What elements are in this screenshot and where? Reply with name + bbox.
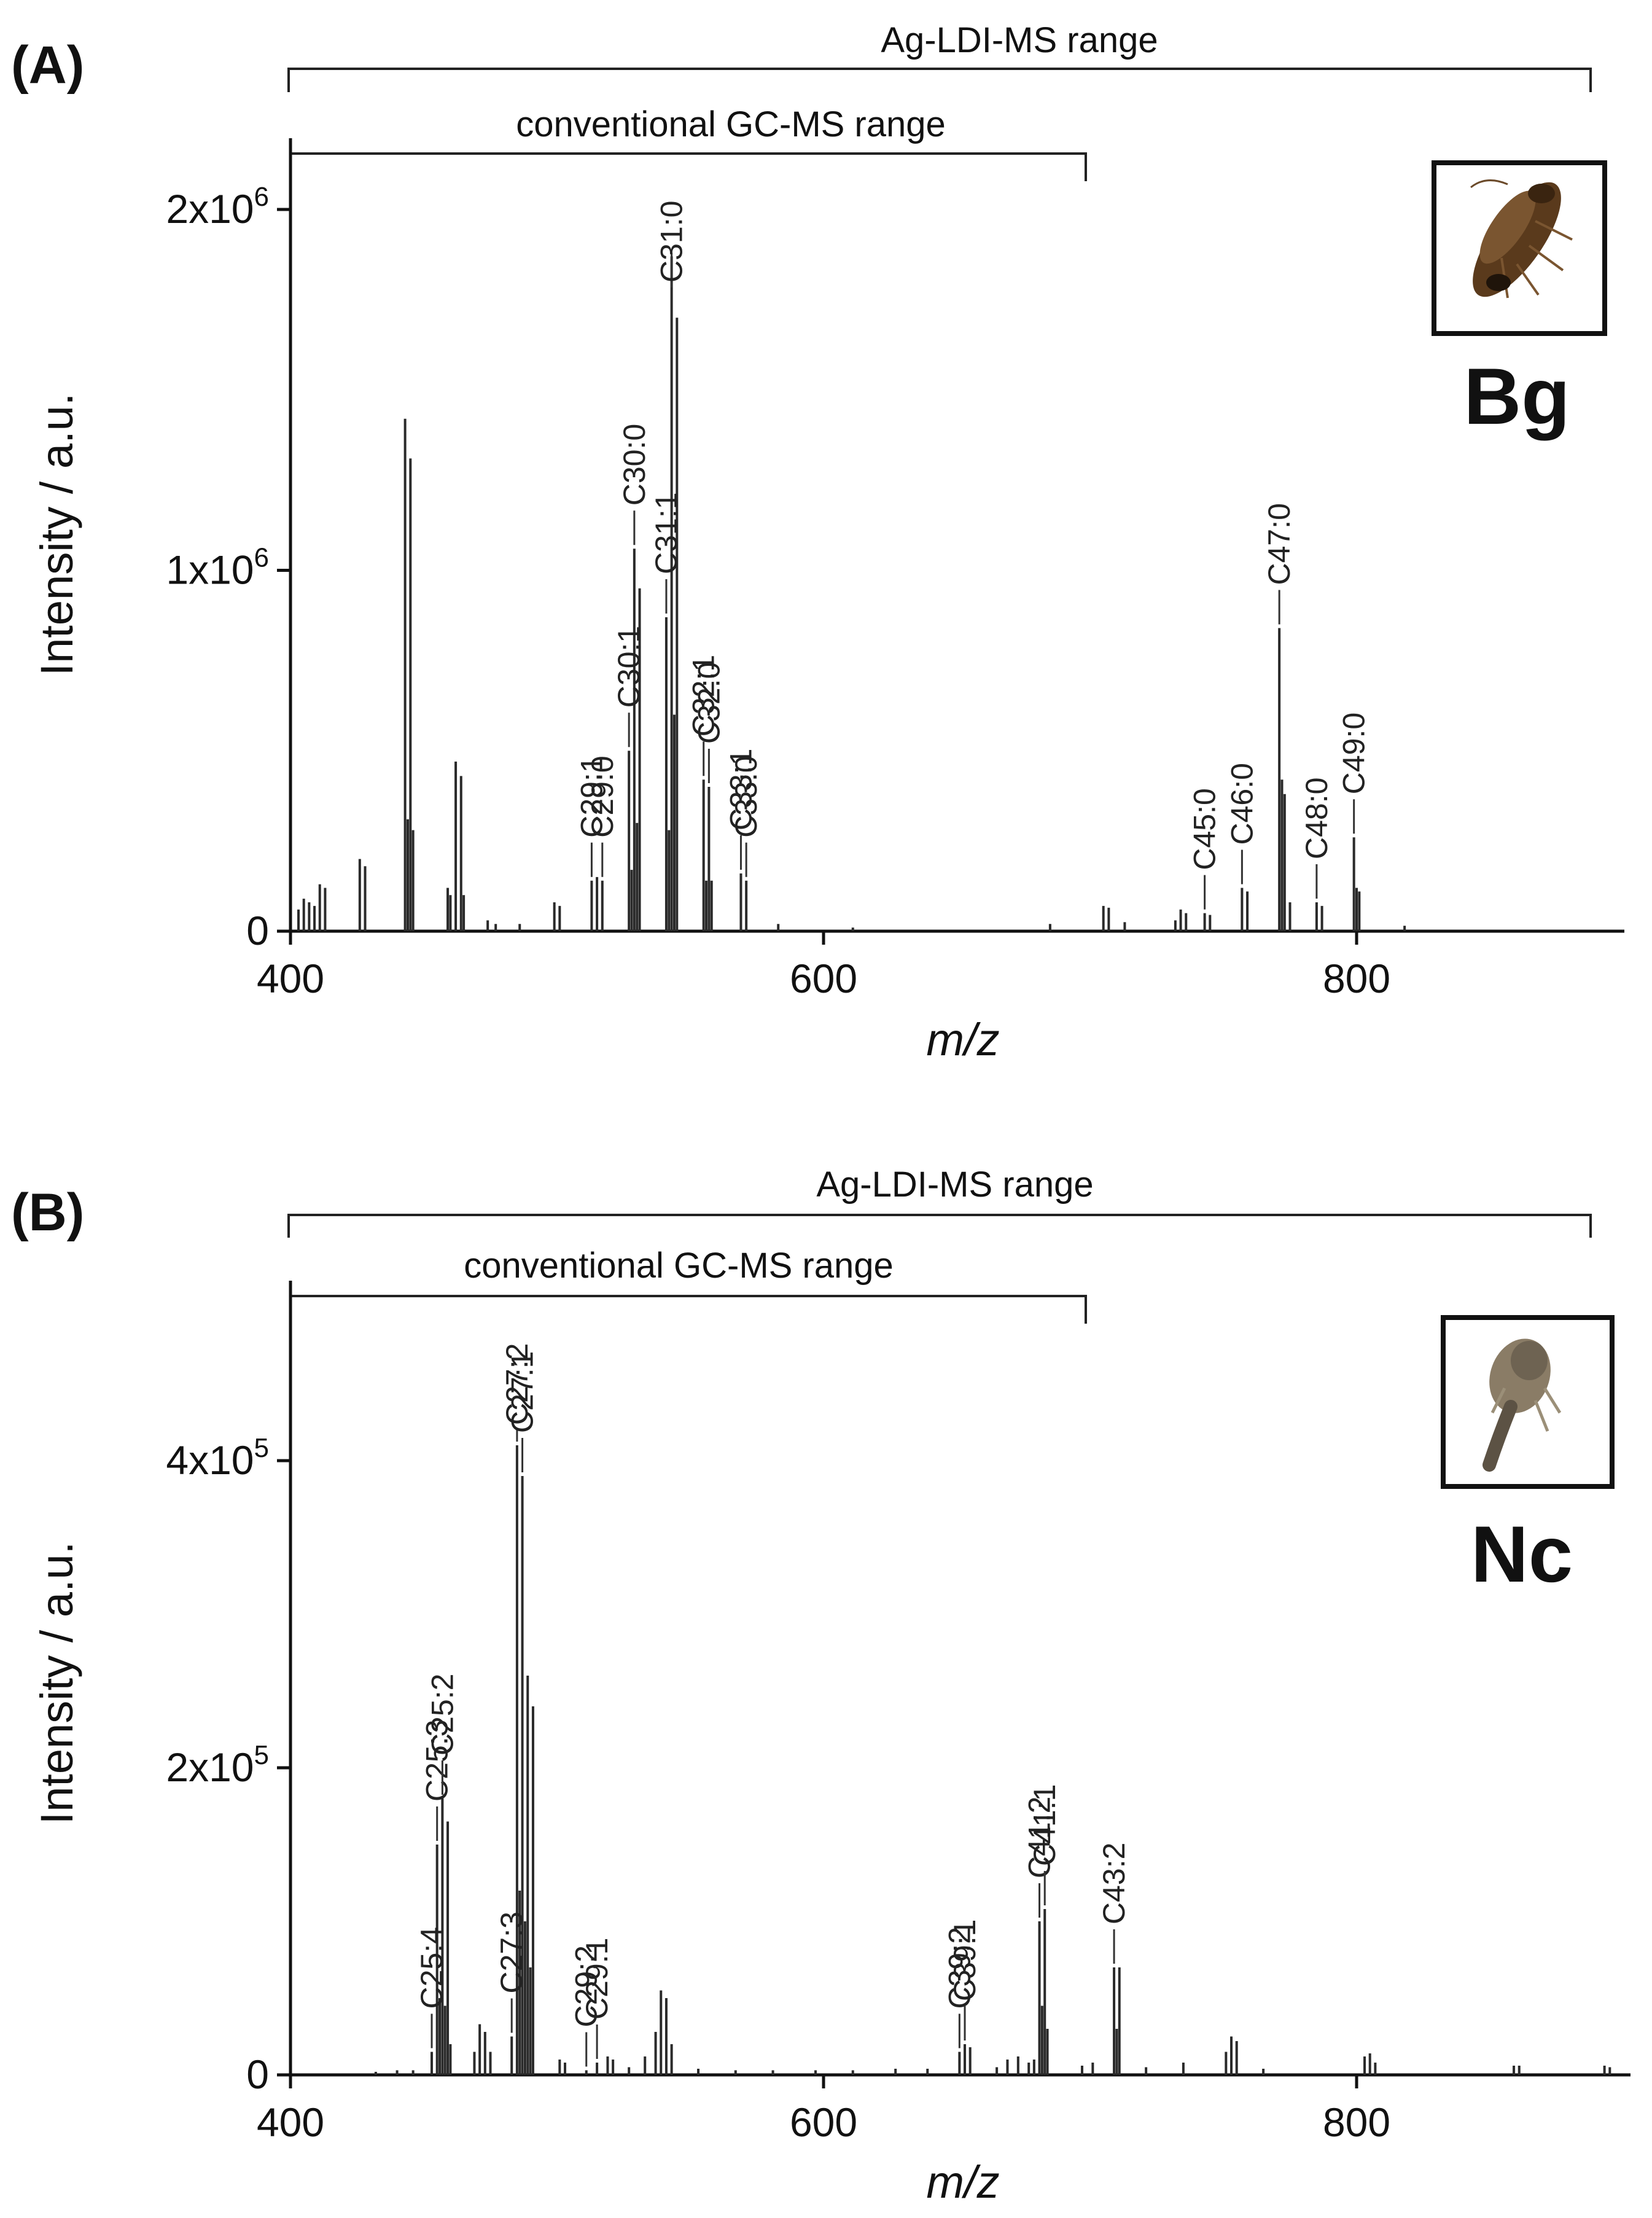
panel-a-x-axis-label: m/z <box>926 1014 999 1065</box>
cockroach-image <box>1470 179 1573 299</box>
panel-b-annotation-1: C25:3 <box>420 1720 454 1802</box>
panel-a-annotation-13: C48:0 <box>1299 778 1334 859</box>
panel-b-y-ticks: 0 2x105 4x105 <box>166 1433 290 2097</box>
panel-b-label: (B) <box>11 1183 84 1242</box>
panel-b-annotation-10: C41:2 <box>1023 1797 1057 1878</box>
panel-b-ag-ldi-range-bracket <box>287 1214 1592 1238</box>
panel-b-annotation-2: C25:2 <box>425 1674 459 1755</box>
panel-b-peaks <box>374 1445 1611 2075</box>
panel-a-annotation-8: C33:1 <box>723 749 758 830</box>
panel-a-gc-ms-range-label: conventional GC-MS range <box>516 104 946 144</box>
panel-a-annotation-11: C46:0 <box>1225 763 1259 845</box>
panel-b-x-ticks: 400 600 800 <box>257 2075 1390 2145</box>
panel-a-annotation-9: C33:0 <box>729 756 763 837</box>
panel-b-annotation-12: C43:2 <box>1097 1843 1131 1924</box>
panel-b-species-label: Nc <box>1471 1509 1573 1599</box>
panel-a-ag-ldi-range-bracket <box>287 68 1592 92</box>
panel-b-annotation-0: C25:4 <box>415 1927 449 2009</box>
panel-b-annotation-3: C27:3 <box>494 1911 529 1993</box>
panel-a-x-ticks: 400 600 800 <box>257 931 1390 1001</box>
panel-b-annotation-9: C39:1 <box>948 1919 982 2001</box>
panel-b-y-tick-label-0: 0 <box>246 2052 269 2097</box>
panel-a-annotation-2: C30:1 <box>612 626 646 708</box>
panel-b-y-tick-label-1: 2x105 <box>166 1740 269 1790</box>
panel-b-gc-ms-range-bracket <box>292 1295 1087 1324</box>
panel-b-annotation-4: C27:2 <box>500 1343 534 1425</box>
panel-a-annotation-4: C31:1 <box>649 492 684 574</box>
panel-a: (A) Ag-LDI-MS range conventional GC-MS r… <box>11 20 1624 1065</box>
panel-b-annotation-7: C29:1 <box>580 1938 614 2020</box>
panel-a-annotation-14: C49:0 <box>1337 713 1371 794</box>
panel-a-y-ticks: 0 1x106 2x106 <box>166 182 290 953</box>
panel-a-gc-ms-range-bracket <box>292 152 1087 181</box>
panel-b-ag-ldi-range-label: Ag-LDI-MS range <box>816 1165 1093 1205</box>
panel-a-x-tick-label-0: 400 <box>257 956 324 1001</box>
panel-a-annotation-6: C32:1 <box>687 655 721 736</box>
panel-a-annotation-5: C31:0 <box>655 201 689 283</box>
panel-b-x-tick-label-1: 600 <box>790 2099 857 2145</box>
panel-a-annotation-10: C45:0 <box>1188 788 1222 870</box>
panel-a-ag-ldi-range-label: Ag-LDI-MS range <box>881 20 1158 60</box>
panel-a-peaks <box>297 256 1406 931</box>
panel-a-label: (A) <box>11 36 84 95</box>
panel-a-y-tick-label-0: 0 <box>246 908 269 953</box>
panel-b-annotation-8: C39:2 <box>942 1927 976 2009</box>
panel-a-y-tick-label-1: 1x106 <box>166 543 269 593</box>
panel-b-annotation-5: C27:1 <box>505 1351 540 1433</box>
panel-a-x-tick-label-1: 600 <box>790 956 857 1001</box>
panel-b: (B) Ag-LDI-MS range conventional GC-MS r… <box>11 1165 1631 2208</box>
panel-a-annotation-7: C32:0 <box>692 662 726 744</box>
panel-a-y-tick-label-2: 2x106 <box>166 182 269 232</box>
panel-a-species-label: Bg <box>1463 351 1570 441</box>
panel-a-x-tick-label-2: 800 <box>1323 956 1390 1001</box>
panel-b-gc-ms-range-label: conventional GC-MS range <box>464 1246 894 1286</box>
panel-b-x-tick-label-0: 400 <box>257 2099 324 2145</box>
panel-b-y-tick-label-2: 4x105 <box>166 1433 269 1483</box>
panel-a-y-axis-label: Intensity / a.u. <box>31 393 82 676</box>
weevil-image <box>1483 1338 1562 1472</box>
panel-a-annotation-12: C47:0 <box>1262 503 1296 585</box>
panel-b-annotation-11: C41:1 <box>1027 1784 1062 1866</box>
panel-b-x-tick-label-2: 800 <box>1323 2099 1390 2145</box>
panel-a-annotation-0: C29:1 <box>574 756 609 837</box>
panel-b-x-axis-label: m/z <box>926 2157 999 2208</box>
panel-a-annotation-1: C29:0 <box>585 756 620 837</box>
panel-b-annotation-6: C29:2 <box>569 1945 604 2027</box>
panel-b-y-axis-label: Intensity / a.u. <box>31 1542 82 1825</box>
panel-a-annotation-3: C30:0 <box>617 424 652 506</box>
